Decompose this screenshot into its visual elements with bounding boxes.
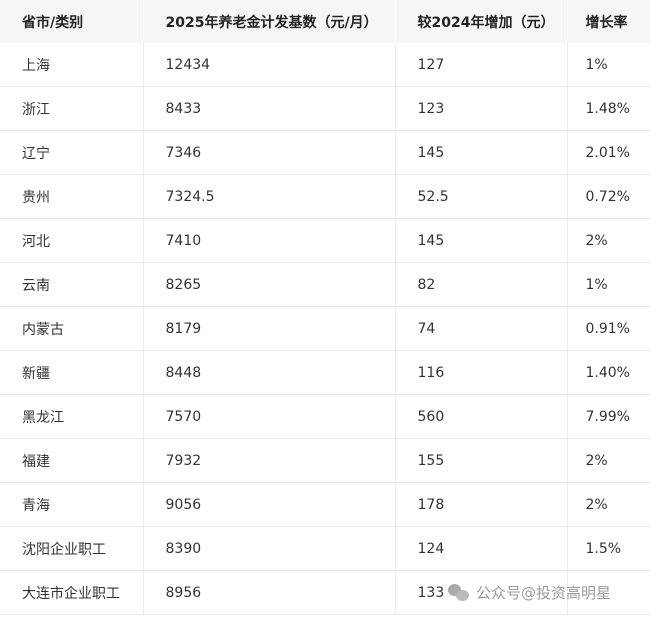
- table-cell: 河北: [0, 218, 144, 263]
- table-cell: 大连市企业职工: [0, 570, 144, 615]
- table-cell: 82: [395, 262, 568, 307]
- table-cell: 1.5%: [567, 526, 650, 571]
- table-cell: 8265: [143, 262, 396, 307]
- table-cell: 8448: [143, 350, 396, 395]
- table-row: 河北 7410 145 2%: [0, 218, 650, 263]
- table-cell: 贵州: [0, 174, 144, 219]
- table-cell: 7.99%: [567, 394, 650, 439]
- table-cell: 上海: [0, 43, 144, 87]
- table-cell: 7346: [143, 130, 396, 175]
- table-cell: 7410: [143, 218, 396, 263]
- table-cell: 1%: [567, 43, 650, 87]
- watermark: 公众号@投资高明星: [448, 582, 611, 603]
- table-cell: 2%: [567, 438, 650, 483]
- table-cell: 云南: [0, 262, 144, 307]
- table-cell: 0.91%: [567, 306, 650, 351]
- table-cell: 127: [395, 43, 568, 87]
- table-cell: 黑龙江: [0, 394, 144, 439]
- table-cell: 123: [395, 86, 568, 131]
- table-row: 黑龙江 7570 560 7.99%: [0, 394, 650, 439]
- table-cell: 8179: [143, 306, 396, 351]
- table-cell: 116: [395, 350, 568, 395]
- table-cell: [567, 570, 650, 615]
- table-cell: 2%: [567, 218, 650, 263]
- table-cell: 9056: [143, 482, 396, 527]
- table-cell: 7570: [143, 394, 396, 439]
- table-cell: 1.48%: [567, 86, 650, 131]
- table-cell: 福建: [0, 438, 144, 483]
- table-row: 云南 8265 82 1%: [0, 262, 650, 307]
- column-header: 增长率: [567, 0, 650, 43]
- table-cell: 52.5: [395, 174, 568, 219]
- table-cell: 8390: [143, 526, 396, 571]
- table-cell: 辽宁: [0, 130, 144, 175]
- table-cell: 内蒙古: [0, 306, 144, 351]
- table-cell: 560: [395, 394, 568, 439]
- table-cell: 8433: [143, 86, 396, 131]
- table-cell: 1.40%: [567, 350, 650, 395]
- table-row: 浙江 8433 123 1.48%: [0, 86, 650, 131]
- table-row: 大连市企业职工 8956 133: [0, 570, 650, 615]
- table-row: 青海 9056 178 2%: [0, 482, 650, 527]
- table-cell: 12434: [143, 43, 396, 87]
- table-row: 辽宁 7346 145 2.01%: [0, 130, 650, 175]
- table-cell: 8956: [143, 570, 396, 615]
- watermark-text: 公众号@投资高明星: [476, 584, 612, 602]
- table-cell: 0.72%: [567, 174, 650, 219]
- table-row: 贵州 7324.5 52.5 0.72%: [0, 174, 650, 219]
- table-cell: 74: [395, 306, 568, 351]
- column-header: 2025年养老金计发基数（元/月）: [143, 0, 396, 43]
- table-cell: 133: [395, 570, 568, 615]
- table-cell: 145: [395, 218, 568, 263]
- table-cell: 浙江: [0, 86, 144, 131]
- table-row: 上海 12434 127 1%: [0, 43, 650, 87]
- table-row: 新疆 8448 116 1.40%: [0, 350, 650, 395]
- table-row: 福建 7932 155 2%: [0, 438, 650, 483]
- table-cell: 2.01%: [567, 130, 650, 175]
- table-cell: 155: [395, 438, 568, 483]
- table-cell: 沈阳企业职工: [0, 526, 144, 571]
- table-row: 沈阳企业职工 8390 124 1.5%: [0, 526, 650, 571]
- table-cell: 2%: [567, 482, 650, 527]
- table-cell: 145: [395, 130, 568, 175]
- table-row: 内蒙古 8179 74 0.91%: [0, 306, 650, 351]
- column-header: 较2024年增加（元）: [395, 0, 568, 43]
- wechat-icon: [448, 583, 470, 602]
- table-cell: 124: [395, 526, 568, 571]
- table-cell: 青海: [0, 482, 144, 527]
- table-cell: 178: [395, 482, 568, 527]
- table-cell: 新疆: [0, 350, 144, 395]
- column-header: 省市/类别: [0, 0, 144, 43]
- table-cell: 1%: [567, 262, 650, 307]
- header-row: 省市/类别 2025年养老金计发基数（元/月） 较2024年增加（元） 增长率: [0, 0, 650, 43]
- table-cell: 7324.5: [143, 174, 396, 219]
- table-cell: 7932: [143, 438, 396, 483]
